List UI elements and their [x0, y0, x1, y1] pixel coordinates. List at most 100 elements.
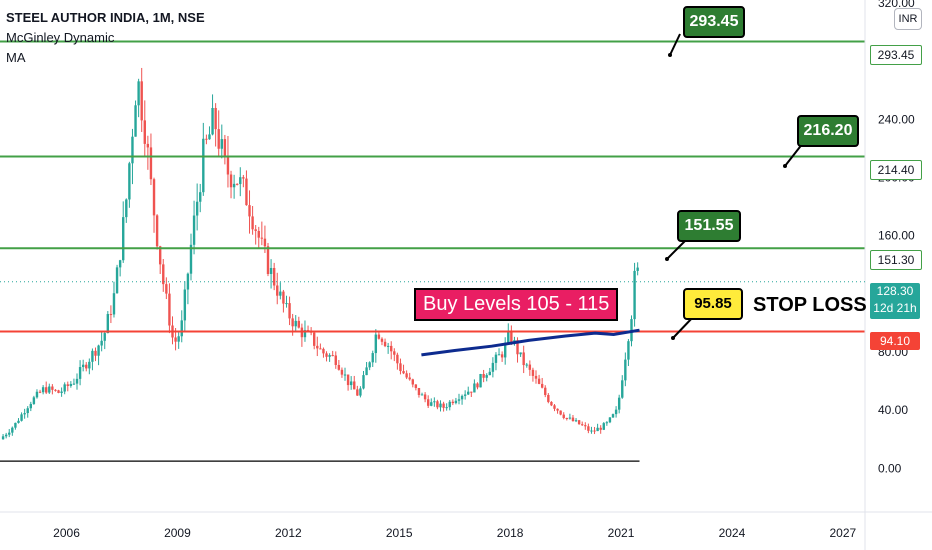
candle-body	[531, 369, 535, 376]
leader-dot-3	[671, 336, 675, 340]
candle-body	[208, 134, 211, 140]
candle-body	[584, 425, 587, 427]
candle-body	[491, 362, 495, 372]
candle-body	[328, 355, 331, 357]
candle-body	[383, 341, 387, 347]
candle-body	[149, 147, 153, 180]
candle-body	[115, 267, 119, 294]
candle-body	[528, 364, 532, 370]
candle-body	[562, 414, 565, 418]
candle-body	[599, 427, 602, 430]
candle-body	[205, 138, 208, 140]
candle-body	[346, 374, 350, 386]
candle-body	[423, 394, 427, 400]
candle-body	[125, 199, 128, 218]
candle-body	[513, 340, 516, 342]
candle-body	[371, 353, 374, 363]
candle-body	[118, 260, 122, 268]
candle-body	[405, 373, 408, 378]
candle-body	[331, 355, 334, 357]
target-1-callout[interactable]: 293.45	[683, 6, 745, 38]
candle-body	[66, 384, 69, 386]
horizontal-levels	[0, 40, 865, 462]
candle-body	[396, 354, 399, 364]
y-tick-label: 0.00	[878, 461, 902, 475]
candle-body	[254, 229, 257, 231]
candle-body	[272, 267, 276, 286]
candle-body	[590, 430, 593, 432]
candle-body	[624, 359, 627, 381]
target-2-callout[interactable]: 216.20	[797, 115, 859, 147]
candle-body	[11, 427, 14, 433]
chart-legend: STEEL AUTHOR INDIA, 1M, NSE McGinley Dyn…	[6, 8, 205, 68]
candle-body	[48, 386, 51, 393]
candle-body	[374, 334, 378, 354]
candle-body	[337, 364, 341, 370]
candle-body	[189, 244, 193, 274]
bar-countdown: 12d 21h	[873, 301, 917, 315]
candle-body	[100, 340, 103, 346]
candle-body	[94, 350, 97, 356]
candle-body	[621, 380, 624, 398]
leader-dot-1	[783, 164, 787, 168]
candle-body	[20, 414, 23, 421]
candle-body	[340, 369, 344, 375]
candle-body	[516, 340, 519, 355]
candle-body	[614, 409, 618, 415]
candle-body	[540, 383, 544, 388]
candle-body	[165, 284, 168, 294]
x-tick-label: 2015	[386, 526, 413, 540]
currency-button[interactable]: INR	[894, 8, 922, 30]
buy-levels-label[interactable]: Buy Levels 105 - 115	[414, 288, 619, 321]
candle-body	[316, 345, 319, 349]
candle-body	[303, 330, 307, 338]
candle-body	[467, 391, 470, 395]
price-tag-214: 214.40	[870, 160, 922, 180]
target-3-callout[interactable]: 151.55	[677, 210, 741, 242]
candle-body	[291, 318, 294, 327]
candle-body	[1, 436, 5, 440]
candle-body	[38, 391, 42, 393]
candle-body	[29, 403, 33, 409]
candle-body	[14, 422, 17, 428]
candle-body	[553, 405, 556, 409]
candle-body	[109, 314, 113, 316]
candle-body	[547, 394, 550, 402]
indicator-ma[interactable]: MA	[6, 50, 26, 65]
candle-body	[177, 336, 180, 342]
candle-body	[245, 178, 248, 206]
candle-body	[402, 371, 405, 374]
candle-body	[41, 387, 45, 393]
candle-body	[482, 374, 485, 378]
candle-body	[457, 399, 461, 401]
candle-body	[257, 230, 260, 238]
candle-body	[476, 383, 479, 388]
candle-body	[134, 105, 137, 137]
x-tick-label: 2024	[719, 526, 746, 540]
stop-value-callout[interactable]: 95.85	[683, 288, 743, 320]
candle-body	[386, 345, 390, 347]
candle-body	[426, 399, 430, 406]
candle-body	[602, 423, 605, 430]
candlesticks	[1, 67, 639, 440]
price-tag-stop: 94.10	[870, 332, 920, 350]
candle-body	[199, 192, 202, 202]
candle-body	[353, 381, 356, 390]
candle-body	[587, 426, 590, 431]
candle-body	[88, 361, 91, 369]
candle-body	[451, 401, 455, 404]
candle-body	[460, 395, 464, 400]
candle-body	[362, 375, 365, 389]
price-tag-293: 293.45	[870, 45, 922, 65]
candle-body	[235, 183, 239, 185]
symbol-title[interactable]: STEEL AUTHOR INDIA, 1M, NSE	[6, 10, 205, 25]
candle-body	[577, 420, 581, 425]
indicator-mcginley[interactable]: McGinley Dynamic	[6, 30, 115, 45]
y-tick-label: 320.00	[878, 0, 915, 10]
candle-body	[411, 379, 414, 385]
candle-body	[112, 293, 116, 315]
candle-body	[122, 217, 125, 261]
candle-body	[72, 383, 76, 385]
candle-body	[534, 375, 538, 379]
